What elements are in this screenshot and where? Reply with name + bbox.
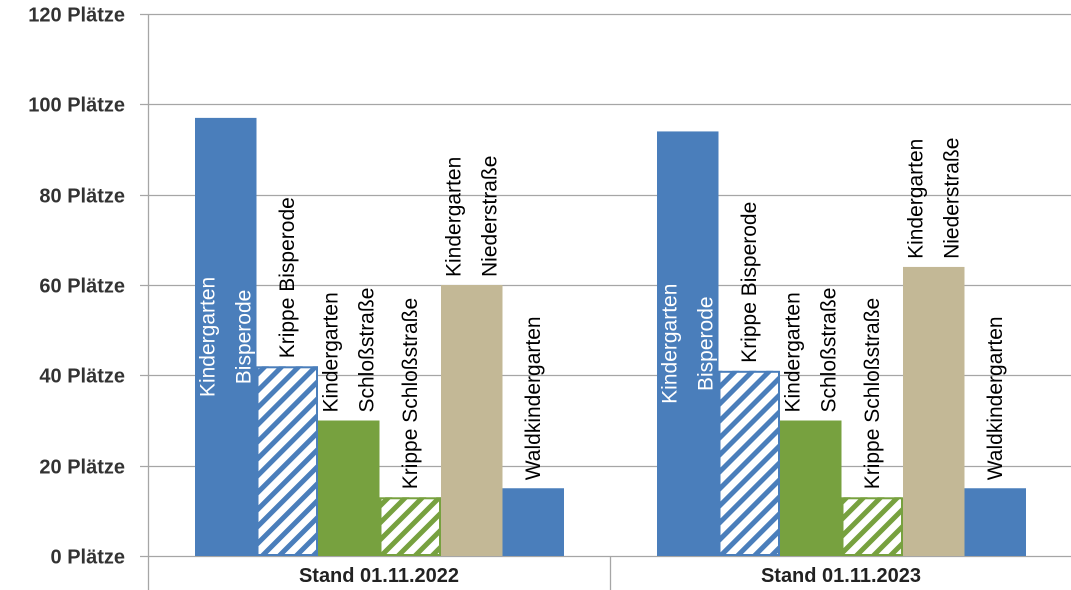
bar-label-kindergarten-niederstrasse: Niederstraße xyxy=(940,138,963,259)
bar-outline xyxy=(718,370,780,557)
y-tick-label: 60 Plätze xyxy=(39,276,125,298)
y-tick-label: 100 Plätze xyxy=(28,95,125,117)
bar-label-kindergarten-niederstrasse: Kindergarten xyxy=(442,157,465,277)
bar-label-kindergarten-niederstrasse: Niederstraße xyxy=(478,156,501,277)
bar-label-kindergarten-schlossstrasse: Kindergarten xyxy=(319,292,342,412)
bar-outline xyxy=(256,366,318,556)
bar-waldkindergarten-1 xyxy=(502,488,564,556)
bar-label-kindergarten-schlossstrasse: Kindergarten xyxy=(781,292,804,412)
y-tick-label: 20 Plätze xyxy=(39,457,125,479)
bar-krippe-schlossstrasse-2 xyxy=(841,497,903,556)
y-tick-label: 120 Plätze xyxy=(28,5,125,27)
x-category-label: Stand 01.11.2023 xyxy=(761,565,921,587)
bar-krippe-bisperode-2 xyxy=(718,370,780,556)
y-tick-label: 0 Plätze xyxy=(51,547,125,569)
bar-label-waldkindergarten: Waldkindergarten xyxy=(984,316,1007,480)
y-tick-label: 80 Plätze xyxy=(39,186,125,208)
bar-waldkindergarten-2 xyxy=(964,488,1026,556)
bar-label-krippe-schlossstrasse: Krippe Schloßstraße xyxy=(861,298,884,489)
bar-label-waldkindergarten: Waldkindergarten xyxy=(522,316,545,480)
bar-kindergarten-niederstrasse-2 xyxy=(903,266,965,556)
bar-krippe-bisperode-1 xyxy=(256,366,318,556)
bar-label-kindergarten-schlossstrasse: Schloßstraße xyxy=(817,288,840,413)
x-category-label: Stand 01.11.2022 xyxy=(299,565,459,587)
bar-kindergarten-bisperode-2 xyxy=(657,131,719,556)
bar-label-kindergarten-niederstrasse: Kindergarten xyxy=(904,139,927,259)
bar-kindergarten-schlossstrasse-1 xyxy=(318,420,380,556)
bar-labels: Kindergarten Bisperode Kindergarten Bispero… xyxy=(196,138,1007,490)
axes: 0 Plätze 20 Plätze 40 Plätze 60 Plätze 80 Pl… xyxy=(28,5,921,590)
bar-label-kindergarten-schlossstrasse: Schloßstraße xyxy=(355,288,378,413)
bar-outline xyxy=(841,497,903,556)
bar-label-krippe-bisperode: Krippe Bisperode xyxy=(276,197,299,358)
bar-label-kindergarten-bisperode: Bisperode xyxy=(694,296,717,391)
bar-label-krippe-bisperode: Krippe Bisperode xyxy=(738,202,761,363)
bars xyxy=(195,117,1026,557)
bar-label-kindergarten-bisperode: Bisperode xyxy=(232,290,255,385)
bar-label-kindergarten-bisperode: Kindergarten xyxy=(196,277,219,397)
bar-kindergarten-niederstrasse-1 xyxy=(441,285,503,556)
y-tick-label: 40 Plätze xyxy=(39,366,125,388)
bar-label-krippe-schlossstrasse: Krippe Schloßstraße xyxy=(399,298,422,489)
bar-outline xyxy=(379,497,441,556)
bar-kindergarten-bisperode-1 xyxy=(195,117,257,556)
bar-kindergarten-schlossstrasse-2 xyxy=(780,420,842,556)
bar-label-kindergarten-bisperode: Kindergarten xyxy=(658,284,681,404)
bar-krippe-schlossstrasse-1 xyxy=(379,497,441,556)
